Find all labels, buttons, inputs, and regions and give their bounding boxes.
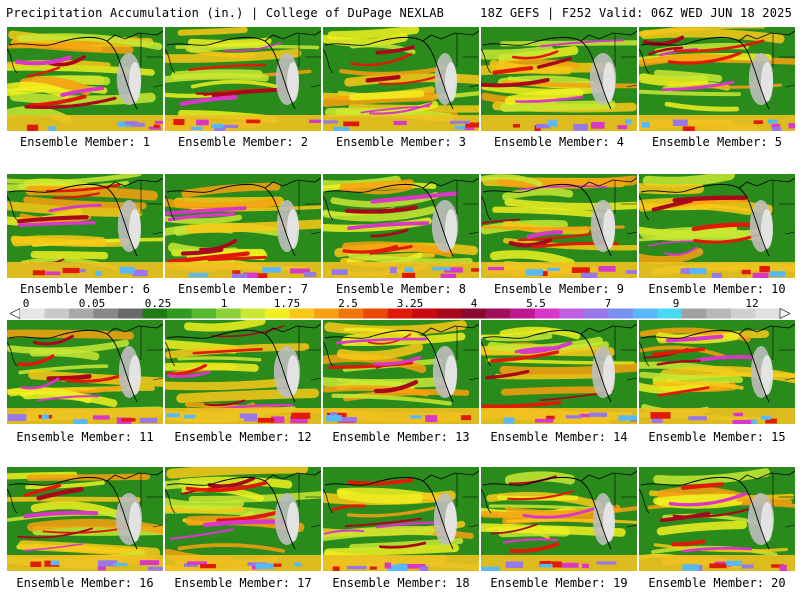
- ensemble-member-caption: Ensemble Member: 8: [335, 282, 467, 296]
- legend-tick-label: 2.5: [338, 297, 358, 310]
- ensemble-member-caption: Ensemble Member: 17: [174, 576, 312, 590]
- ensemble-map-panel: [7, 320, 163, 424]
- ensemble-map-panel: [323, 467, 479, 571]
- precipitation-color-legend: 0 0.05 0.25 1 1.75 2.5 3.25 4 5.5 7 9 12: [10, 297, 790, 321]
- legend-tick-label: 3.25: [396, 297, 424, 310]
- ensemble-map-panel: [481, 467, 637, 571]
- map-title: Precipitation Accumulation (in.) | Colle…: [6, 6, 445, 20]
- legend-color-swatch: [314, 308, 340, 319]
- run-valid-time: 18Z GEFS | F252 Valid: 06Z WED JUN 18 20…: [480, 6, 792, 20]
- legend-color-swatch: [583, 308, 609, 319]
- ensemble-member-caption: Ensemble Member: 2: [177, 135, 309, 149]
- legend-color-swatch: [461, 308, 487, 319]
- legend-tick-labels: 0 0.05 0.25 1 1.75 2.5 3.25 4 5.5 7 9 12: [10, 297, 790, 310]
- ensemble-member-caption: Ensemble Member: 12: [174, 430, 312, 444]
- legend-color-swatch: [730, 308, 756, 319]
- ensemble-member-caption: Ensemble Member: 5: [651, 135, 783, 149]
- legend-color-swatch: [657, 308, 683, 319]
- legend-color-swatch: [167, 308, 192, 319]
- ensemble-map-panel: [7, 174, 163, 278]
- legend-color-swatch: [608, 308, 634, 319]
- legend-color-swatch: [559, 308, 585, 319]
- ensemble-member-caption: Ensemble Member: 15: [648, 430, 786, 444]
- ensemble-member-caption: Ensemble Member: 20: [648, 576, 786, 590]
- ensemble-map-panel: [165, 174, 321, 278]
- legend-color-swatch: [216, 308, 241, 319]
- legend-tick-label: 5.5: [526, 297, 546, 310]
- ensemble-member-caption: Ensemble Member: 3: [335, 135, 467, 149]
- ensemble-map-panel: [639, 174, 795, 278]
- legend-tick-label: 7: [604, 297, 612, 310]
- ensemble-member-caption: Ensemble Member: 1: [19, 135, 151, 149]
- legend-tick-label: 12: [745, 297, 759, 310]
- ensemble-map-panel: [639, 467, 795, 571]
- legend-color-swatch: [632, 308, 658, 319]
- ensemble-member-caption: Ensemble Member: 7: [177, 282, 309, 296]
- ensemble-map-panel: [481, 320, 637, 424]
- legend-color-swatch: [69, 308, 94, 319]
- ensemble-map-panel: [323, 174, 479, 278]
- legend-tick-label: 0.25: [144, 297, 172, 310]
- ensemble-member-caption: Ensemble Member: 10: [648, 282, 786, 296]
- legend-arrow: [779, 308, 790, 319]
- ensemble-map-panel: [323, 320, 479, 424]
- ensemble-member-caption: Ensemble Member: 16: [16, 576, 154, 590]
- ensemble-member-caption: Ensemble Member: 13: [332, 430, 470, 444]
- ensemble-member-caption: Ensemble Member: 14: [490, 430, 628, 444]
- ensemble-member-caption: Ensemble Member: 6: [19, 282, 151, 296]
- legend-color-swatch: [534, 308, 560, 319]
- legend-color-swatch: [191, 308, 217, 319]
- legend-color-swatch: [289, 308, 315, 319]
- ensemble-map-panel: [639, 320, 795, 424]
- legend-color-swatch: [436, 308, 462, 319]
- ensemble-member-caption: Ensemble Member: 11: [16, 430, 154, 444]
- legend-color-swatch: [485, 308, 511, 319]
- ensemble-map-panel: [323, 27, 479, 131]
- legend-color-bar: [10, 308, 790, 319]
- ensemble-member-caption: Ensemble Member: 9: [493, 282, 625, 296]
- ensemble-map-panel: [165, 27, 321, 131]
- legend-color-swatch: [681, 308, 707, 319]
- legend-color-swatch: [93, 308, 119, 319]
- legend-tick-label: 1.75: [273, 297, 301, 310]
- legend-color-swatch: [510, 308, 536, 319]
- ensemble-member-caption: Ensemble Member: 19: [490, 576, 628, 590]
- legend-tick-label: 0: [22, 297, 30, 310]
- legend-color-swatch: [755, 308, 781, 319]
- ensemble-map-panel: [7, 27, 163, 131]
- legend-color-swatch: [338, 308, 364, 319]
- legend-color-swatch: [20, 308, 45, 319]
- ensemble-map-panel: [165, 320, 321, 424]
- legend-tick-label: 9: [672, 297, 680, 310]
- legend-arrow: [10, 308, 21, 319]
- legend-color-swatch: [412, 308, 438, 319]
- ensemble-member-caption: Ensemble Member: 4: [493, 135, 625, 149]
- ensemble-member-caption: Ensemble Member: 18: [332, 576, 470, 590]
- ensemble-map-panel: [481, 27, 637, 131]
- ensemble-map-panel: [481, 174, 637, 278]
- ensemble-map-panel: [639, 27, 795, 131]
- legend-color-swatch: [387, 308, 413, 319]
- legend-color-swatch: [44, 308, 70, 319]
- legend-color-swatch: [118, 308, 143, 319]
- legend-color-swatch: [265, 308, 290, 319]
- legend-tick-label: 1: [220, 297, 228, 310]
- legend-color-swatch: [142, 308, 168, 319]
- legend-tick-label: 4: [470, 297, 478, 310]
- legend-color-swatch: [706, 308, 732, 319]
- legend-color-swatch: [240, 308, 266, 319]
- ensemble-map-panel: [7, 467, 163, 571]
- ensemble-map-panel: [165, 467, 321, 571]
- legend-color-swatch: [363, 308, 389, 319]
- legend-tick-label: 0.05: [78, 297, 106, 310]
